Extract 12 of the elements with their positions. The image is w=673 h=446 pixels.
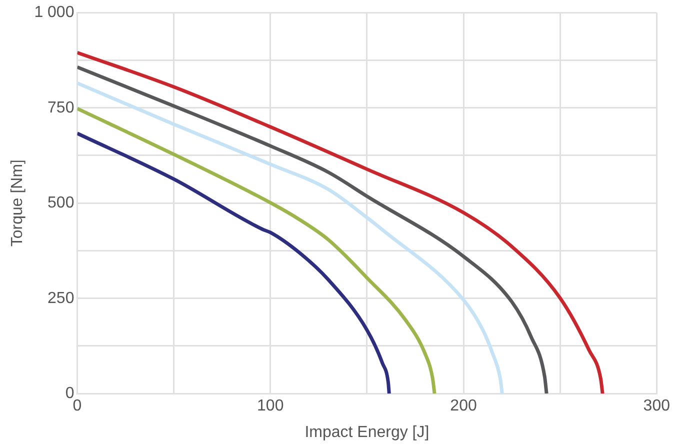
x-tick-label: 100 — [257, 398, 284, 415]
line-series — [77, 132, 391, 394]
y-tick-label: 250 — [48, 290, 74, 307]
x-tick-label: 300 — [643, 398, 670, 415]
line-series — [77, 106, 436, 394]
y-tick-label: 750 — [48, 99, 74, 116]
y-tick-label: 1 000 — [34, 4, 74, 22]
x-tick-label: 200 — [450, 398, 477, 415]
x-axis-title: Impact Energy [J] — [304, 424, 430, 441]
y-tick-label: 500 — [48, 194, 74, 212]
y-axis-title: Torque [Nm] — [9, 160, 26, 247]
y-tick-label: 0 — [65, 385, 74, 402]
